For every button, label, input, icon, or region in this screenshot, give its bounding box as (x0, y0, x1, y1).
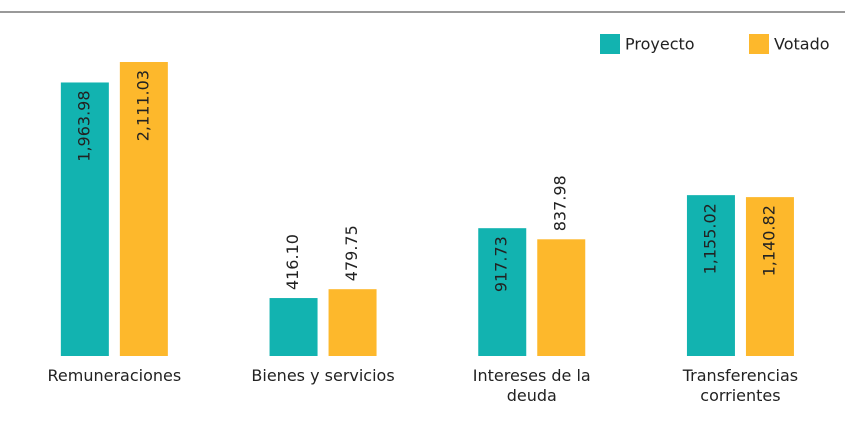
x-tick-label: Transferencias corrientes (682, 366, 799, 405)
data-label: 1,140.82 (759, 205, 778, 276)
x-tick-label: Intereses de la deuda (472, 366, 591, 405)
x-tick-label: Remuneraciones (47, 366, 182, 385)
bar (745, 197, 794, 356)
bar (328, 289, 377, 356)
data-label: 416.10 (283, 234, 302, 290)
bar (686, 195, 735, 356)
data-label: 479.75 (342, 225, 361, 281)
x-tick-label: Bienes y servicios (251, 366, 395, 385)
data-label: 1,963.98 (74, 90, 93, 161)
data-label: 917.73 (492, 236, 511, 292)
data-label: 837.98 (551, 175, 570, 231)
data-label: 2,111.03 (133, 70, 152, 141)
data-label: 1,155.02 (700, 203, 719, 274)
bar (60, 82, 109, 356)
legend-label: Votado (774, 35, 830, 54)
legend-swatch (749, 34, 769, 54)
bar (119, 62, 168, 356)
legend-swatch (600, 34, 620, 54)
legend-label: Proyecto (625, 35, 695, 54)
bar (478, 228, 527, 356)
bar (537, 239, 586, 356)
bar (269, 298, 318, 356)
